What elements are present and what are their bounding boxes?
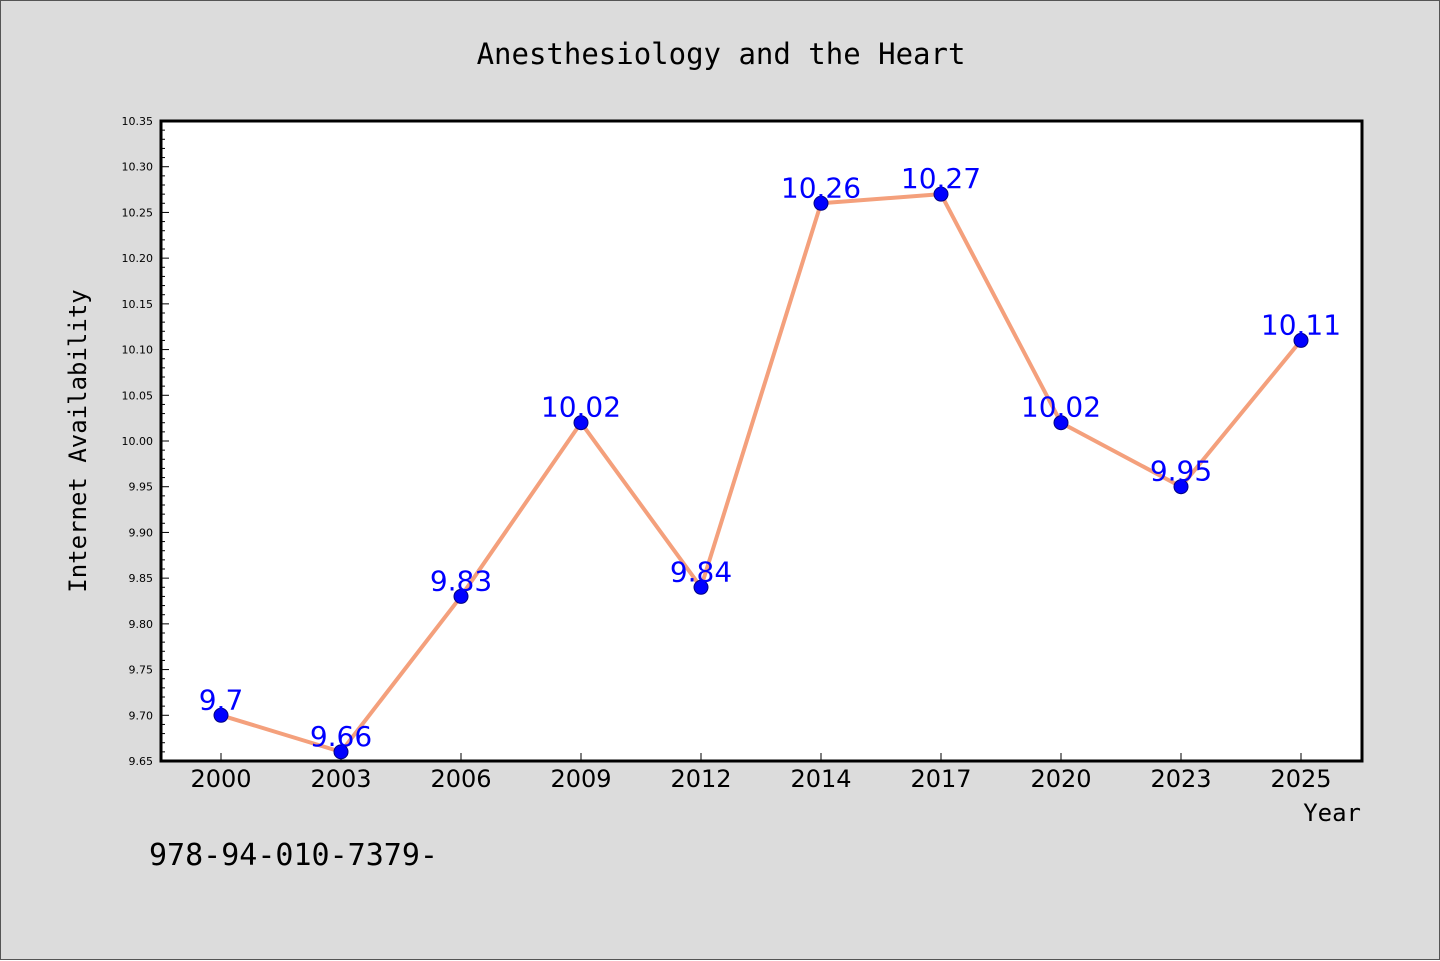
y-tick-label: 9.75 [129,664,154,677]
y-tick-label: 9.90 [129,526,154,539]
y-tick-label: 9.85 [129,572,154,585]
x-tick-label: 2000 [190,765,251,793]
x-tick-label: 2009 [550,765,611,793]
data-label: 10.02 [1021,391,1101,424]
x-tick-label: 2006 [430,765,491,793]
y-tick-label: 10.05 [122,389,154,402]
data-markers [213,186,1309,760]
data-point [1173,479,1189,495]
data-point [933,186,949,202]
data-point [453,588,469,604]
data-label: 10.11 [1261,308,1341,341]
x-tick-label: 2020 [1030,765,1091,793]
data-label: 9.95 [1150,455,1212,488]
data-label: 10.27 [901,162,981,195]
y-tick-label: 9.80 [129,618,154,631]
data-point [1053,415,1069,431]
y-axis-label: Internet Availability [64,289,92,592]
y-tick-label: 10.25 [122,206,154,219]
data-point [333,744,349,760]
series-line [220,192,1303,754]
data-point [693,579,709,595]
data-point [213,707,229,723]
data-point [1293,332,1309,348]
x-axis: 2000 2003 2006 2009 2012 2014 2017 2020 2023 2025 [190,753,1332,793]
data-labels: 9.7 9.66 9.83 10.02 9.84 10.26 10.27 10.02 9.95 1… [199,162,1341,753]
chart-title: Anesthesiology and the Heart [477,37,966,71]
y-tick-label: 10.20 [122,252,154,265]
x-tick-label: 2017 [910,765,971,793]
y-tick-label: 10.30 [122,161,154,174]
x-tick-label: 2003 [310,765,371,793]
y-tick-label: 10.00 [122,435,154,448]
y-axis: 9.65 9.70 9.75 9.80 9.85 9.90 9.95 10.00 10.05 10… [122,115,169,768]
plot-area [159,119,1364,763]
isbn-text: 978-94-010-7379- [149,838,438,873]
data-label: 9.84 [670,555,732,588]
data-point [573,415,589,431]
data-label: 9.66 [310,720,372,753]
x-axis-label: Year [1303,799,1361,827]
x-tick-label: 2023 [1150,765,1211,793]
y-tick-label: 10.35 [122,115,154,128]
y-tick-label: 9.65 [129,755,154,768]
y-tick-label: 9.95 [129,481,154,494]
y-tick-label: 9.70 [129,709,154,722]
data-label: 10.02 [541,391,621,424]
data-label: 9.83 [430,564,492,597]
data-label: 9.7 [199,683,244,716]
y-tick-label: 10.10 [122,344,154,357]
x-tick-label: 2014 [790,765,851,793]
data-point [813,195,829,211]
data-label: 10.26 [781,171,861,204]
y-tick-label: 10.15 [122,298,154,311]
x-tick-label: 2025 [1270,765,1331,793]
x-tick-label: 2012 [670,765,731,793]
